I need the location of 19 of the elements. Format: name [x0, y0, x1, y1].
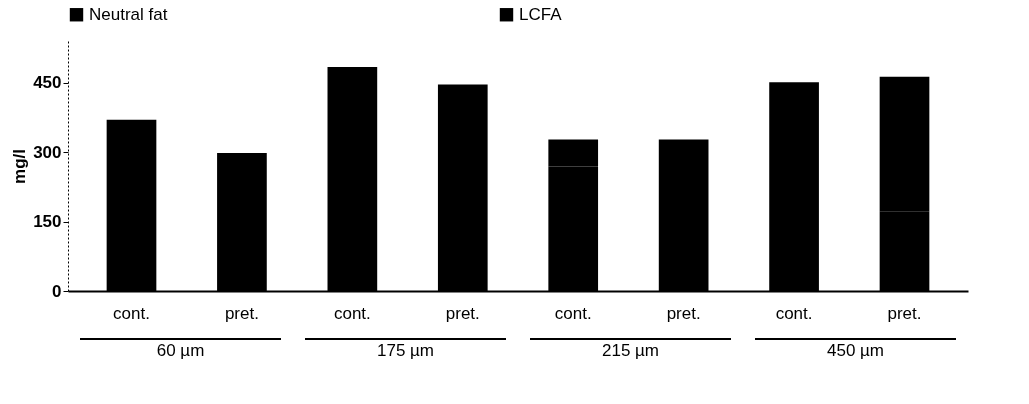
y-tick-label: 300 — [33, 142, 62, 162]
legend-label: Neutral fat — [89, 4, 168, 24]
x-tick-label: cont. — [333, 303, 371, 323]
x-tick-label: pret. — [887, 303, 922, 323]
text: 175 µm — [376, 341, 435, 360]
y-tick-label: 150 — [33, 212, 62, 232]
x-tick-label: cont. — [775, 303, 813, 323]
legend-label: LCFA — [519, 4, 563, 24]
y-axis-title: mg/l — [10, 149, 30, 184]
y-tick-label: 0 — [52, 281, 62, 301]
x-tick-label: pret. — [445, 303, 480, 323]
x-tick-label: cont. — [554, 303, 592, 323]
text: 215 µm — [601, 341, 660, 360]
x-tick-label: pret. — [666, 303, 701, 323]
text: 450 µm — [826, 341, 885, 360]
x-tick-label: pret. — [224, 303, 259, 323]
text: 60 µm — [156, 341, 205, 360]
y-tick-label: 450 — [33, 73, 62, 93]
x-tick-label: cont. — [113, 303, 150, 323]
